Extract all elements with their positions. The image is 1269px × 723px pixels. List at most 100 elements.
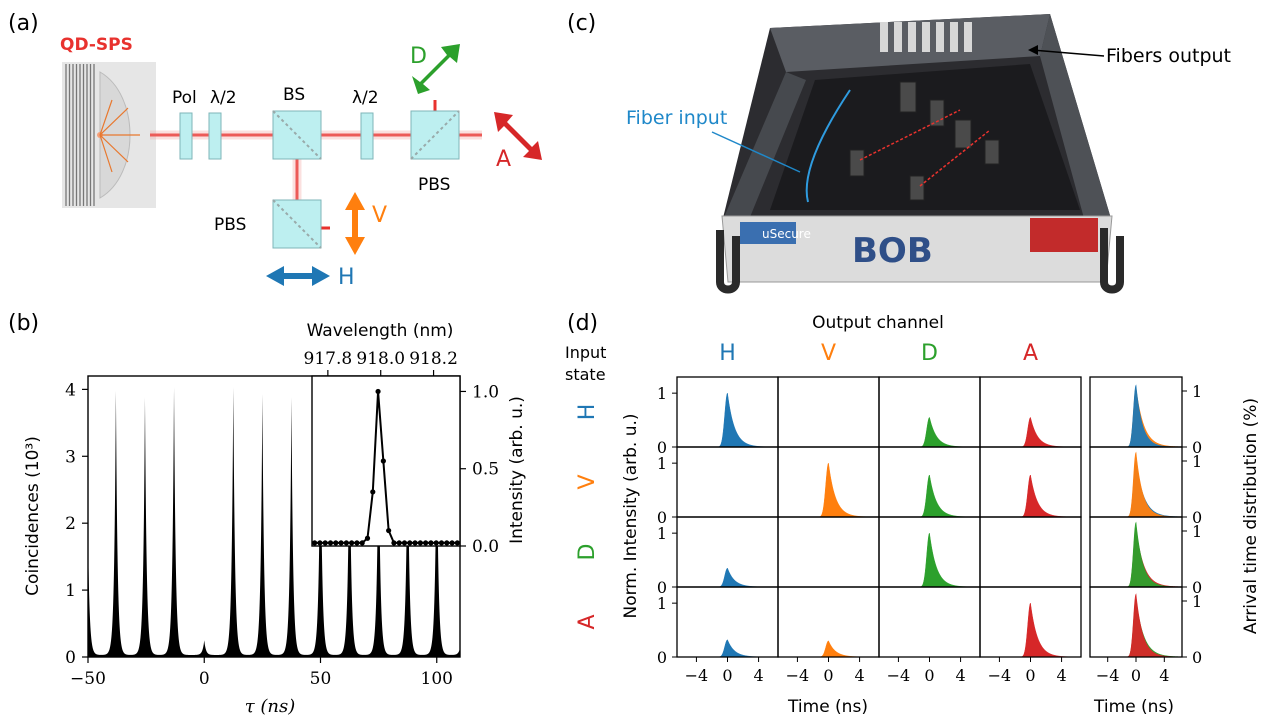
inset-xtick-label: 918.2	[409, 349, 458, 369]
spectrum-point	[386, 527, 392, 534]
fiber-input-callout: Fiber input	[626, 107, 801, 173]
d-xtick-label: −4	[685, 666, 709, 685]
inset-xlabel-top: Wavelength (nm)	[307, 321, 454, 341]
b-ytick-label: 2	[65, 514, 76, 534]
inset-right-ticks: 0.0 0.5 1.0	[460, 382, 499, 557]
inset-ytick-label: 1.0	[472, 382, 499, 402]
d-xtick-label: 4	[854, 666, 864, 685]
subplot-frame	[777, 516, 880, 588]
dist-xtick-label: 4	[1159, 666, 1169, 685]
dist-ytick-label: 1	[1192, 382, 1202, 401]
fiber-input-label: Fiber input	[626, 107, 727, 129]
inset-xtick-label: 918.0	[356, 349, 405, 369]
d-xtick-label: 4	[1056, 666, 1066, 685]
subplot-frame	[878, 586, 981, 658]
b-xticks: −50 0 50 100	[70, 657, 453, 689]
b-xtick-label: 100	[421, 669, 453, 689]
inset-ytick-label: 0.0	[472, 537, 499, 557]
dist-ytick-label: 1	[1192, 592, 1202, 611]
dist-ytick-label: 0	[1192, 648, 1202, 667]
output-channel-header-v: V	[821, 341, 836, 366]
d-ytick-label: 0	[657, 438, 667, 457]
setup-photo: uSecure BOB	[716, 14, 1124, 294]
spectrum-point	[428, 540, 434, 546]
b-ylabel: Coincidences (10³)	[23, 436, 43, 596]
brand-label: uSecure	[762, 227, 811, 241]
panel-a-letter: (a)	[8, 11, 39, 36]
distribution-h-h	[1090, 384, 1183, 448]
label-d: D	[410, 44, 427, 69]
spectrum-point	[312, 540, 318, 546]
pulse-a-a	[980, 602, 1082, 658]
d-ylabel-right: Arrival time distribution (%)	[1241, 398, 1261, 634]
spectrum-point	[370, 489, 376, 495]
fibers-output-callout: Fibers output	[1028, 45, 1231, 67]
input-state-title-2: state	[565, 365, 606, 384]
panel-d: (d) Output channel Input state H V D AH01V0…	[565, 311, 1261, 717]
b-ytick-label: 0	[65, 648, 76, 668]
beam-splitter	[272, 110, 322, 160]
spectrum-point	[449, 540, 455, 546]
input-state-label-d: D	[575, 544, 600, 561]
label-bs: BS	[283, 85, 305, 105]
dist-ytick-label: 0	[1192, 578, 1202, 597]
subplot-frame	[676, 446, 779, 518]
spectrum-polyline	[314, 391, 458, 544]
panel-d-letter: (d)	[567, 311, 598, 336]
distribution-d-d	[1090, 521, 1183, 588]
dist-ytick-label: 1	[1192, 452, 1202, 471]
arrow-d-icon	[412, 44, 460, 94]
pulse-d-d	[879, 532, 981, 588]
spectrum-point	[438, 540, 445, 546]
source-label: QD-SPS	[60, 35, 133, 55]
pulse-v-a	[980, 474, 1082, 518]
pulse-h-a	[980, 416, 1082, 448]
inset-ytick-label: 0.5	[472, 460, 499, 480]
label-v: V	[372, 203, 387, 228]
spectrum-point	[454, 540, 460, 546]
distribution-v-v	[1090, 451, 1183, 518]
spectrum-point	[333, 540, 339, 546]
d-xtick-label: −4	[988, 666, 1012, 685]
d-xtick-label: −4	[786, 666, 810, 685]
panel-b-letter: (b)	[8, 311, 39, 336]
b-ytick-label: 3	[65, 447, 76, 467]
spectrum-point	[417, 540, 423, 546]
b-xtick-label: 0	[199, 669, 210, 689]
d-ytick-label: 1	[657, 594, 667, 613]
spectrum-point	[380, 458, 386, 464]
spectrum-point	[327, 540, 334, 546]
d-ytick-label: 1	[657, 384, 667, 403]
box-label: BOB	[852, 231, 933, 271]
half-wave-plate-2	[360, 112, 374, 160]
label-halfwave-2: λ/2	[352, 88, 379, 108]
dist-xtick-label: 0	[1131, 666, 1141, 685]
inset-ylabel: Intensity (arb. u.)	[507, 396, 527, 544]
spectrum-point	[317, 540, 323, 546]
label-pbs-bottom: PBS	[214, 215, 246, 235]
subplot-frame	[777, 376, 880, 448]
pulse-d-h	[677, 567, 779, 588]
qd-source-icon	[62, 62, 156, 208]
spectrum-point	[401, 540, 408, 546]
spectrum-point	[396, 540, 402, 546]
pulse-v-d	[879, 474, 981, 518]
b-yticks: 0 1 2 3 4	[65, 380, 88, 668]
b-ytick-label: 4	[65, 380, 76, 400]
label-pol: Pol	[172, 88, 197, 108]
arrow-h-icon	[266, 266, 330, 286]
d-ytick-label: 0	[657, 578, 667, 597]
dist-xtick-label: −4	[1096, 666, 1120, 685]
dist-ytick-label: 1	[1192, 522, 1202, 541]
d-ytick-label: 0	[657, 648, 667, 667]
spectrum-point	[391, 540, 397, 546]
spectrum-point	[433, 540, 439, 546]
inset-top-ticks: 917.8 918.0 918.2	[304, 349, 458, 376]
label-h: H	[338, 265, 355, 290]
polarizer	[179, 112, 193, 160]
d-xlabel: Time (ns)	[787, 697, 868, 717]
b-xtick-label: 50	[310, 669, 332, 689]
